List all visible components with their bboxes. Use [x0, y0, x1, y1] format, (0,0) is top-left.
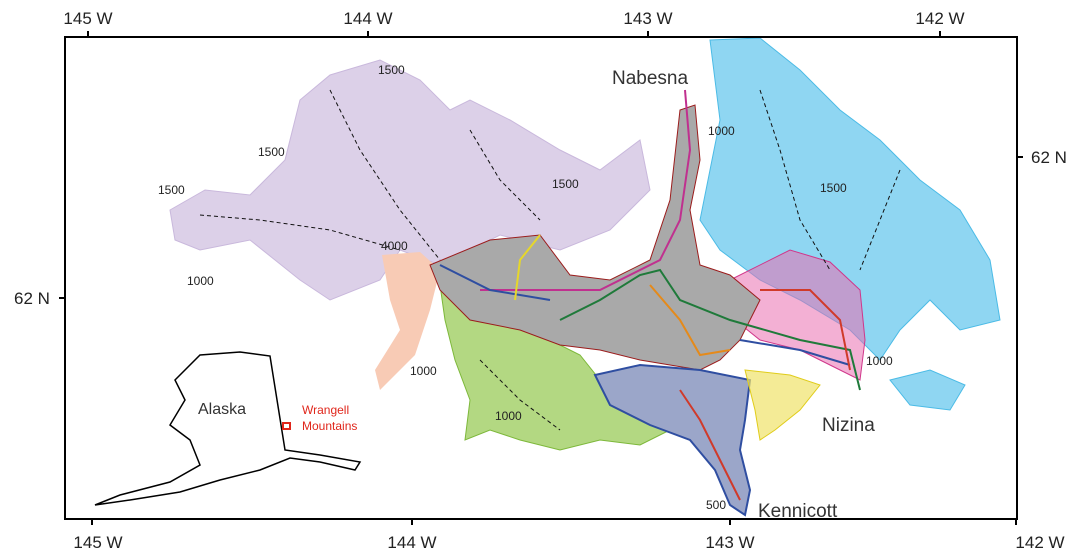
flowlines	[199, 89, 901, 431]
contour-label: 1500	[258, 145, 285, 159]
cyan-patch	[889, 369, 966, 411]
centre-line	[439, 264, 851, 366]
left-label: 62 N	[14, 289, 50, 308]
axis-labels: 145 W 144 W 143 W 142 W 145 W 144 W 143 …	[14, 9, 1067, 552]
centre-line	[480, 89, 692, 291]
peach-region	[375, 252, 440, 390]
wrangell-marker	[282, 422, 291, 430]
flowline	[469, 129, 541, 221]
contour-label: 1000	[866, 354, 893, 368]
contour-label: 1500	[820, 181, 847, 195]
centre-lines	[439, 89, 861, 501]
top-label: 143 W	[623, 9, 672, 28]
centre-line	[559, 268, 861, 391]
contour-label: 1500	[158, 183, 185, 197]
top-label: 144 W	[343, 9, 392, 28]
contour-label: 1000	[708, 124, 735, 138]
place-label: Kennicott	[758, 501, 838, 522]
bottom-label: 144 W	[387, 533, 436, 552]
bottom-label: 143 W	[705, 533, 754, 552]
map-frame	[64, 36, 1018, 520]
contour-label: 4000	[381, 239, 408, 253]
contour-label: 1500	[552, 177, 579, 191]
centre-line	[514, 234, 541, 301]
contour-labels: 1500 1500 1500 1500 1000 4000 1000 1000 …	[158, 63, 893, 512]
top-label: 142 W	[915, 9, 964, 28]
flowline	[859, 169, 901, 271]
flowline	[479, 359, 561, 431]
frame-ticks	[59, 31, 1023, 525]
inset-label: Alaska	[198, 401, 246, 418]
contour-label: 500	[706, 498, 726, 512]
bottom-label: 142 W	[1015, 533, 1064, 552]
pink-region	[729, 249, 866, 381]
inset-marker-label: Wrangell	[302, 403, 349, 417]
contour-label: 1000	[495, 409, 522, 423]
glacier-regions	[169, 37, 1001, 517]
contour-label: 1000	[187, 274, 214, 288]
centre-line	[649, 284, 731, 357]
flowline	[199, 214, 401, 251]
centre-line	[679, 289, 851, 501]
place-labels: Nabesna Nizina Kennicott	[612, 68, 875, 522]
right-label: 62 N	[1031, 148, 1067, 167]
gray-region	[429, 104, 761, 371]
bottom-label: 145 W	[73, 533, 122, 552]
contour-label: 1000	[410, 364, 437, 378]
alaska-outline	[94, 351, 362, 506]
contour-label: 1500	[378, 63, 405, 77]
blue-outline-region	[593, 363, 752, 517]
green-region	[439, 284, 671, 451]
inset-marker-label: Mountains	[302, 419, 357, 433]
flowline	[329, 89, 441, 261]
place-label: Nabesna	[612, 68, 688, 89]
yellow-region	[744, 369, 821, 441]
place-label: Nizina	[822, 415, 875, 436]
flowline	[759, 89, 831, 271]
top-label: 145 W	[63, 9, 112, 28]
